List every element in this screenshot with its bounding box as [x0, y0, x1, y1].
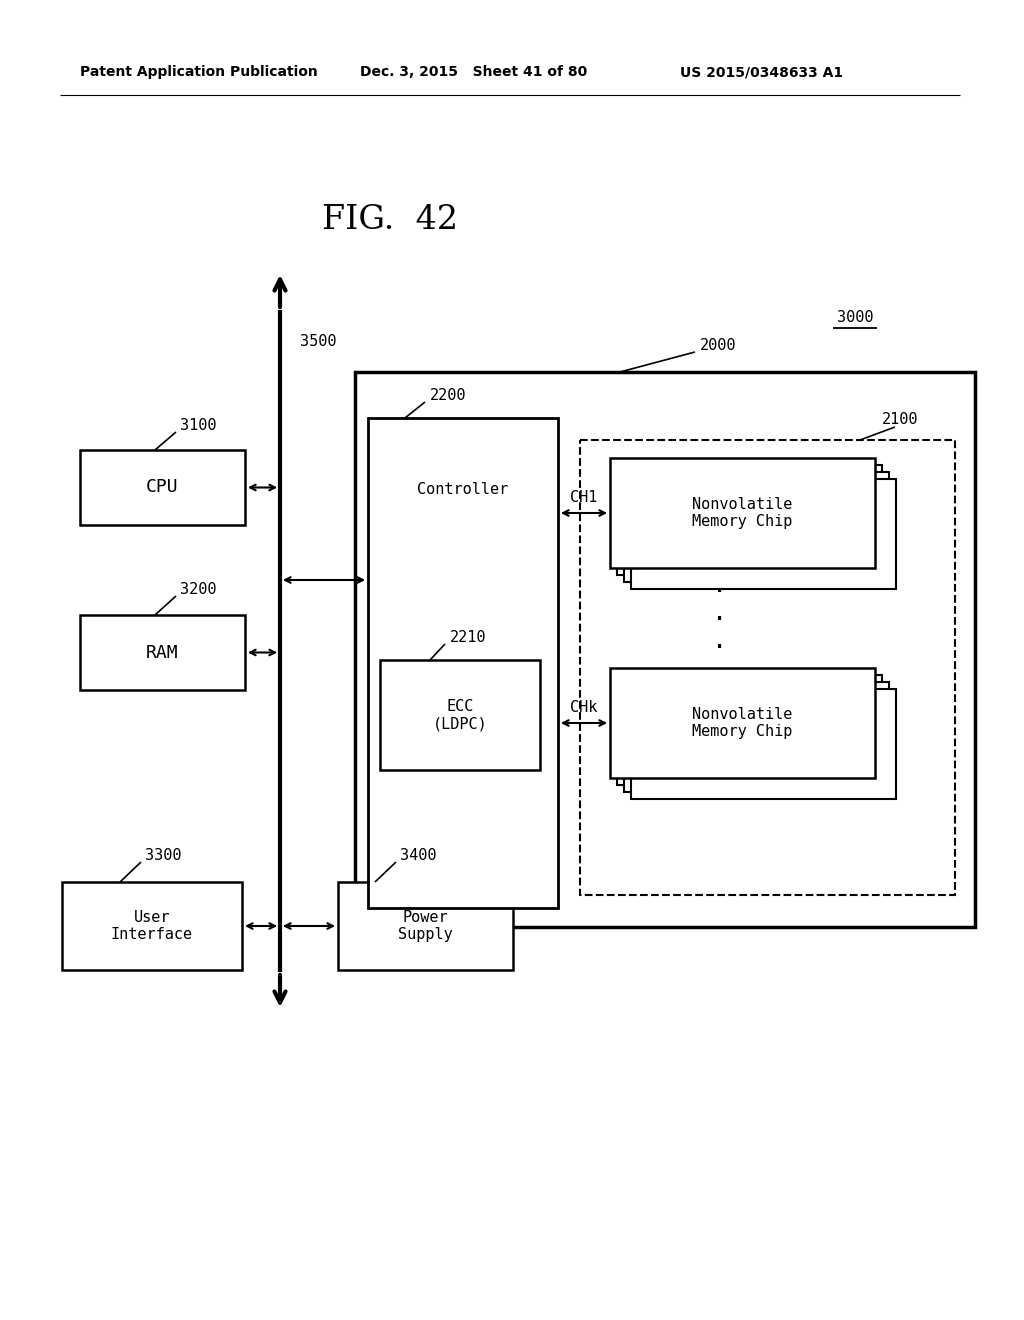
- Text: 3000: 3000: [837, 310, 873, 326]
- Bar: [368, 418, 558, 908]
- Text: CH1: CH1: [570, 490, 598, 504]
- Bar: [631, 689, 896, 799]
- Text: ECC
(LDPC): ECC (LDPC): [432, 698, 487, 731]
- Text: 2100: 2100: [882, 412, 918, 428]
- Bar: [631, 479, 896, 589]
- Text: 2000: 2000: [700, 338, 736, 352]
- Bar: [624, 473, 889, 582]
- Text: ·
·
·: · · ·: [713, 581, 727, 660]
- Bar: [610, 668, 874, 777]
- Bar: [355, 372, 975, 927]
- Text: CHk: CHk: [570, 700, 598, 714]
- Text: Patent Application Publication: Patent Application Publication: [80, 65, 317, 79]
- Text: 2210: 2210: [450, 631, 486, 645]
- Text: 3200: 3200: [180, 582, 216, 598]
- Text: CPU: CPU: [146, 479, 179, 496]
- Bar: [580, 440, 955, 895]
- Text: 3500: 3500: [300, 334, 337, 350]
- Bar: [624, 682, 889, 792]
- Text: 2200: 2200: [430, 388, 467, 404]
- Bar: [338, 882, 513, 970]
- Text: RAM: RAM: [146, 644, 179, 661]
- Bar: [80, 615, 245, 690]
- Text: FIG.  42: FIG. 42: [322, 205, 458, 236]
- Bar: [62, 882, 242, 970]
- Text: User
Interface: User Interface: [111, 909, 194, 942]
- Text: 3400: 3400: [400, 849, 436, 863]
- Text: Nonvolatile
Memory Chip: Nonvolatile Memory Chip: [692, 496, 793, 529]
- Text: 3300: 3300: [145, 849, 181, 863]
- Text: Power
Supply: Power Supply: [398, 909, 453, 942]
- Bar: [617, 465, 882, 576]
- Text: Dec. 3, 2015   Sheet 41 of 80: Dec. 3, 2015 Sheet 41 of 80: [360, 65, 587, 79]
- Bar: [617, 675, 882, 785]
- Bar: [610, 458, 874, 568]
- Bar: [80, 450, 245, 525]
- Text: US 2015/0348633 A1: US 2015/0348633 A1: [680, 65, 843, 79]
- Text: 3100: 3100: [180, 418, 216, 433]
- Text: Nonvolatile
Memory Chip: Nonvolatile Memory Chip: [692, 706, 793, 739]
- Text: Controller: Controller: [418, 483, 509, 498]
- Bar: [380, 660, 540, 770]
